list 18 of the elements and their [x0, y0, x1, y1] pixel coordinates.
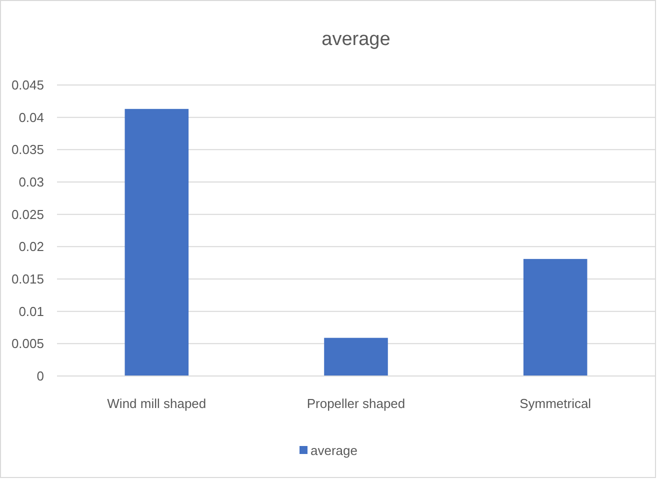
y-tick-label: 0.01 — [18, 304, 44, 319]
x-tick-label: Propeller shaped — [306, 396, 406, 411]
y-tick-label: 0.015 — [11, 272, 44, 286]
bar — [124, 108, 189, 376]
y-tick-label: 0.045 — [11, 78, 44, 92]
y-tick-label: 0.005 — [11, 336, 44, 352]
y-tick-label: 0.035 — [11, 142, 44, 158]
bar — [324, 338, 388, 376]
chart-title: average — [322, 29, 390, 50]
x-tick-label: Symmetrical — [520, 396, 592, 411]
y-tick-label: 0.02 — [18, 239, 44, 254]
legend-label: average — [310, 443, 358, 458]
y-tick-label: 0.04 — [18, 110, 44, 125]
x-tick-label: Wind mill shaped — [107, 396, 206, 411]
y-tick-label: 0.025 — [11, 206, 44, 222]
y-tick-label: 0.03 — [18, 174, 44, 190]
y-tick-label: 0 — [36, 368, 44, 384]
bar — [523, 258, 588, 376]
